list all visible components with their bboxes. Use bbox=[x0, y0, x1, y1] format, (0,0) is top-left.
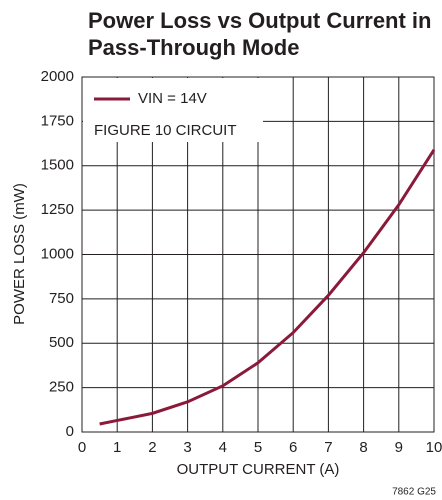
x-tick-label: 6 bbox=[289, 439, 297, 456]
y-tick-label: 750 bbox=[49, 290, 74, 307]
y-tick-label: 0 bbox=[66, 423, 74, 440]
y-tick-label: 1250 bbox=[41, 201, 74, 218]
y-tick-label: 1500 bbox=[41, 157, 74, 174]
y-tick-label: 1750 bbox=[41, 112, 74, 129]
y-tick-label: 1000 bbox=[41, 245, 74, 262]
x-axis-label: OUTPUT CURRENT (A) bbox=[177, 461, 340, 478]
x-tick-label: 8 bbox=[359, 439, 367, 456]
y-tick-label: 250 bbox=[49, 379, 74, 396]
x-tick-label: 4 bbox=[219, 439, 227, 456]
chart-title: Pass-Through Mode bbox=[88, 35, 299, 60]
y-tick-label: 2000 bbox=[41, 68, 74, 85]
y-tick-label: 500 bbox=[49, 334, 74, 351]
data-line bbox=[99, 148, 436, 426]
chart-title: Power Loss vs Output Current in bbox=[88, 8, 431, 33]
legend-background bbox=[83, 78, 263, 142]
x-tick-label: 2 bbox=[148, 439, 156, 456]
x-tick-label: 0 bbox=[78, 439, 86, 456]
x-tick-label: 9 bbox=[395, 439, 403, 456]
x-tick-label: 3 bbox=[183, 439, 191, 456]
x-tick-label: 7 bbox=[324, 439, 332, 456]
x-tick-label: 10 bbox=[426, 439, 442, 456]
x-tick-label: 5 bbox=[254, 439, 262, 456]
y-axis-label: POWER LOSS (mW) bbox=[11, 183, 28, 325]
annotation: FIGURE 10 CIRCUIT bbox=[94, 122, 237, 139]
x-tick-label: 1 bbox=[113, 439, 121, 456]
legend-label: VIN = 14V bbox=[138, 90, 207, 107]
footnote: 7862 G25 bbox=[392, 487, 436, 498]
plot-frame bbox=[81, 76, 435, 433]
